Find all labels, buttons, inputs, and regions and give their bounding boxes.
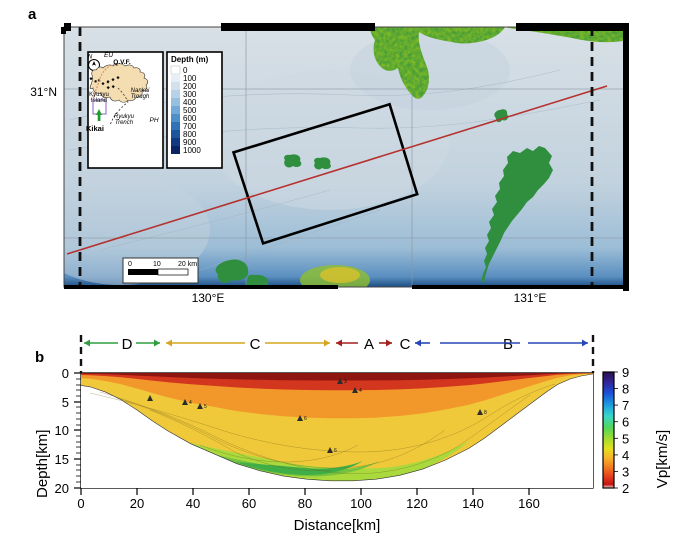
svg-text:6: 6 xyxy=(304,416,307,422)
svg-text:4: 4 xyxy=(359,388,362,394)
svg-text:2: 2 xyxy=(622,481,629,496)
svg-text:C: C xyxy=(250,336,261,353)
svg-text:b: b xyxy=(35,349,44,366)
svg-text:6: 6 xyxy=(622,415,629,430)
svg-text:Distance[km]: Distance[km] xyxy=(294,517,381,534)
svg-text:4: 4 xyxy=(189,400,192,406)
svg-text:3: 3 xyxy=(344,379,347,385)
svg-text:8: 8 xyxy=(484,410,487,416)
svg-text:5: 5 xyxy=(204,404,207,410)
svg-text:8: 8 xyxy=(622,382,629,397)
svg-text:9: 9 xyxy=(622,365,629,380)
svg-text:0: 0 xyxy=(62,366,69,381)
svg-text:6: 6 xyxy=(334,448,337,454)
svg-text:C: C xyxy=(400,336,411,353)
svg-text:5: 5 xyxy=(622,431,629,446)
svg-text:80: 80 xyxy=(298,496,312,511)
svg-text:20: 20 xyxy=(130,496,144,511)
svg-text:15: 15 xyxy=(55,452,69,467)
svg-text:140: 140 xyxy=(462,496,484,511)
svg-text:7: 7 xyxy=(622,398,629,413)
svg-text:120: 120 xyxy=(406,496,428,511)
svg-text:60: 60 xyxy=(242,496,256,511)
svg-text:A: A xyxy=(364,336,374,353)
svg-text:100: 100 xyxy=(350,496,372,511)
svg-text:40: 40 xyxy=(186,496,200,511)
svg-text:5: 5 xyxy=(62,395,69,410)
svg-text:B: B xyxy=(503,336,513,353)
svg-text:3: 3 xyxy=(622,464,629,479)
svg-text:4: 4 xyxy=(622,448,629,463)
svg-text:160: 160 xyxy=(518,496,540,511)
svg-text:0: 0 xyxy=(77,496,84,511)
svg-text:10: 10 xyxy=(55,423,69,438)
svg-text:20: 20 xyxy=(55,481,69,496)
svg-text:D: D xyxy=(122,336,133,353)
